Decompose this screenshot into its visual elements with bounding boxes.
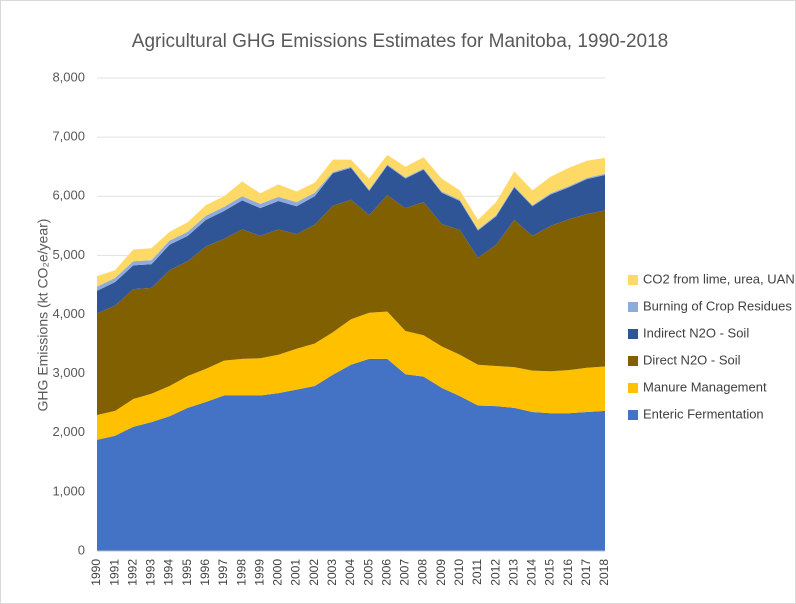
- x-tick-label: 1995: [180, 559, 194, 586]
- x-tick-label: 1996: [198, 559, 212, 586]
- x-tick-label: 2018: [597, 559, 611, 586]
- y-tick-label: 1,000: [52, 483, 85, 498]
- area: [97, 195, 605, 416]
- y-tick-label: 4,000: [52, 306, 85, 321]
- x-tick-label: 1994: [162, 559, 176, 586]
- y-tick-label: 2,000: [52, 424, 85, 439]
- y-tick-label: 0: [78, 542, 85, 557]
- area: [97, 311, 605, 440]
- legend-swatch: [628, 410, 638, 420]
- legend-swatch: [628, 275, 638, 285]
- y-tick-label: 6,000: [52, 188, 85, 203]
- x-tick-label: 2007: [398, 559, 412, 586]
- x-tick-label: 2014: [525, 559, 539, 586]
- area: [97, 358, 605, 551]
- legend-label: Enteric Fermentation: [643, 406, 764, 421]
- legend-label: Manure Management: [643, 379, 767, 394]
- y-tick-label: 5,000: [52, 247, 85, 262]
- legend-label: Burning of Crop Residues: [643, 298, 792, 313]
- area: [97, 154, 605, 287]
- legend-swatch: [628, 356, 638, 366]
- x-tick-label: 2010: [452, 559, 466, 586]
- y-axis-label: GHG Emissions (kt CO₂e/year): [35, 219, 51, 412]
- x-tick-label: 2009: [434, 559, 448, 586]
- x-tick-label: 1998: [234, 559, 248, 586]
- x-tick-label: 2004: [343, 559, 357, 586]
- x-tick-label: 2001: [289, 559, 303, 586]
- x-tick-label: 2005: [361, 559, 375, 586]
- x-tick-label: 1993: [144, 559, 158, 586]
- x-tick-label: 2017: [579, 559, 593, 586]
- y-tick-label: 3,000: [52, 365, 85, 380]
- y-tick-label: 7,000: [52, 129, 85, 144]
- legend-label: Indirect N2O - Soil: [643, 325, 749, 340]
- legend-label: CO2 from lime, urea, UAN: [643, 271, 795, 286]
- x-tick-label: 2015: [543, 559, 557, 586]
- x-tick-label: 2002: [307, 559, 321, 586]
- x-tick-label: 2012: [488, 559, 502, 586]
- x-tick-label: 2016: [561, 559, 575, 586]
- x-tick-label: 1991: [107, 559, 121, 586]
- x-tick-label: 2000: [271, 559, 285, 586]
- x-tick-label: 2003: [325, 559, 339, 586]
- x-tick-label: 2011: [470, 559, 484, 585]
- legend-swatch: [628, 302, 638, 312]
- chart-title: Agricultural GHG Emissions Estimates for…: [132, 31, 668, 52]
- x-tick-label: 1999: [252, 559, 266, 586]
- x-tick-label: 1990: [89, 559, 103, 586]
- legend-swatch: [628, 329, 638, 339]
- x-tick-label: 1992: [125, 559, 139, 586]
- x-tick-label: 2006: [379, 559, 393, 586]
- area: [97, 165, 605, 314]
- legend-swatch: [628, 383, 638, 393]
- x-tick-label: 2013: [506, 559, 520, 586]
- x-tick-label: 2008: [416, 559, 430, 586]
- y-tick-label: 8,000: [52, 69, 85, 84]
- x-tick-label: 1997: [216, 559, 230, 586]
- legend-label: Direct N2O - Soil: [643, 352, 741, 367]
